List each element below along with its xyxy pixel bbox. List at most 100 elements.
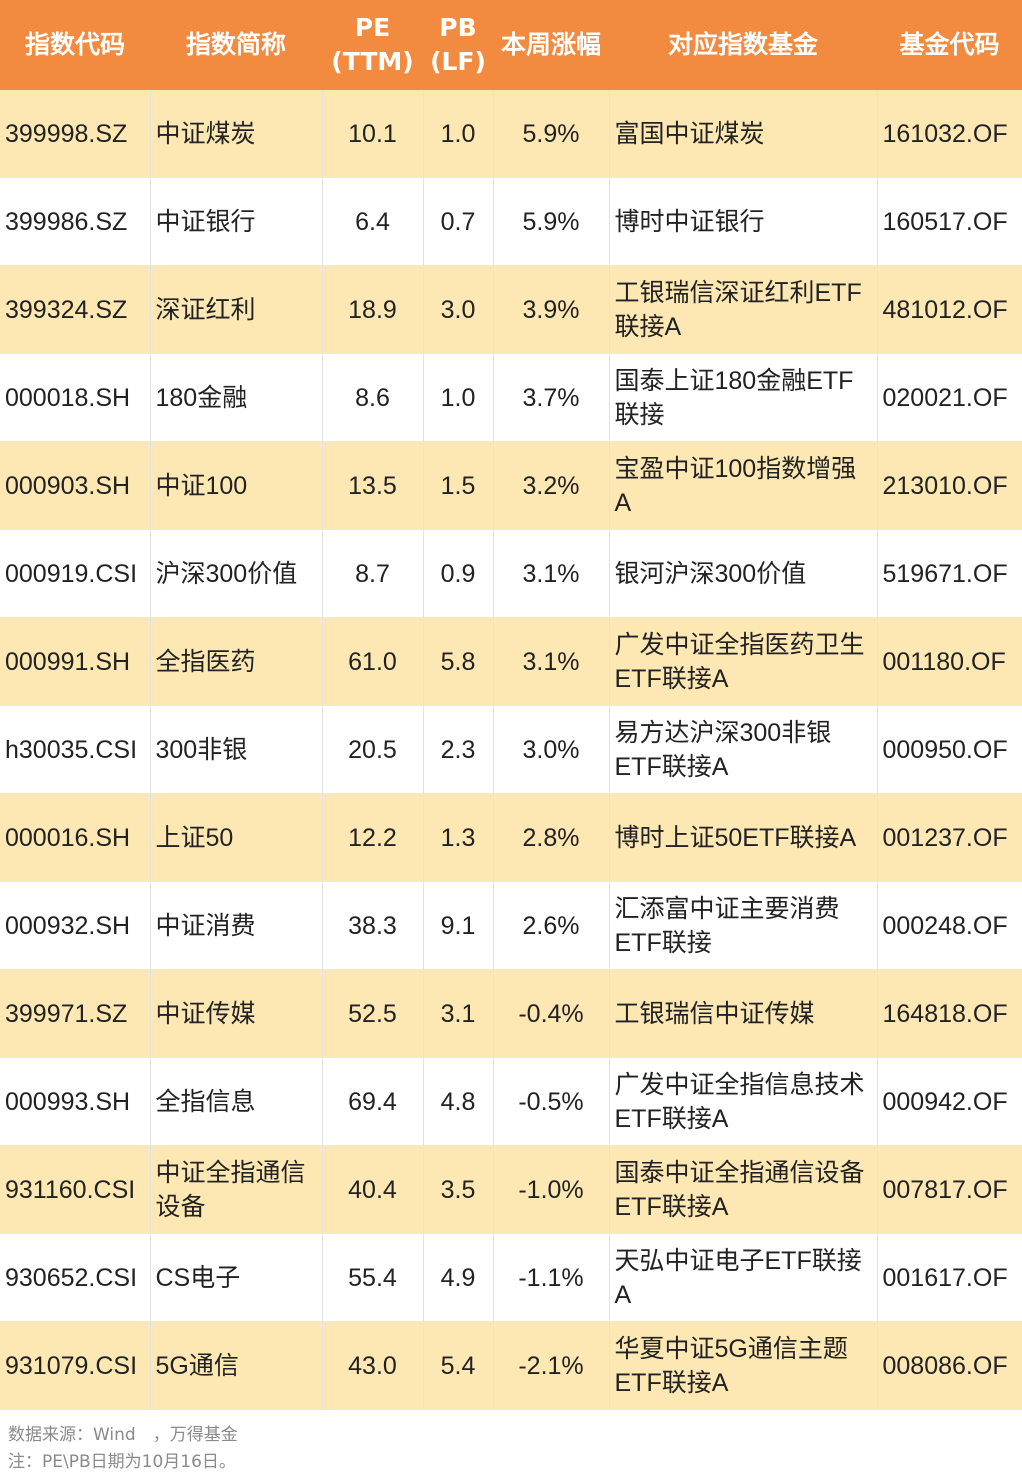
pb-cell: 5.4 [423,1321,494,1410]
pe-cell: 55.4 [322,1233,424,1322]
index-code-cell: 000932.SH [0,881,151,970]
index-code-cell: 399986.SZ [0,177,151,266]
table-header-row: 指数代码 指数简称 PE (TTM) PB (LF) 本周涨幅 对应指数基金 基… [0,0,1022,90]
table-row: 000919.CSI 沪深300价值 8.7 0.9 3.1% 银河沪深300价值 5196… [0,529,1022,618]
pb-cell: 0.9 [423,529,494,618]
fund-code-cell: 213010.OF [877,441,1022,530]
fund-code-cell: 000942.OF [877,1057,1022,1146]
pb-cell: 2.3 [423,705,494,794]
pb-cell: 1.5 [423,441,494,530]
index-name-cell: 中证消费 [150,881,323,970]
fund-name-cell: 广发中证全指信息技术ETF联接A [609,1057,878,1146]
fund-name-cell: 国泰上证180金融ETF联接 [609,353,878,442]
pb-cell: 3.0 [423,265,494,354]
index-name-cell: 中证煤炭 [150,90,323,178]
fund-code-cell: 001617.OF [877,1233,1022,1322]
fund-name-cell: 广发中证全指医药卫生ETF联接A [609,617,878,706]
weekly-change-cell: -1.0% [493,1145,610,1234]
index-name-cell: 上证50 [150,793,323,882]
pb-cell: 4.8 [423,1057,494,1146]
index-code-cell: 000018.SH [0,353,151,442]
fund-code-cell: 008086.OF [877,1321,1022,1410]
fund-code-cell: 000248.OF [877,881,1022,970]
pb-cell: 4.9 [423,1233,494,1322]
fund-name-cell: 易方达沪深300非银ETF联接A [609,705,878,794]
table-row: 931160.CSI 中证全指通信设备 40.4 3.5 -1.0% 国泰中证全指通信设备… [0,1145,1022,1234]
pb-cell: 5.8 [423,617,494,706]
fund-name-cell: 银河沪深300价值 [609,529,878,618]
index-code-cell: 000993.SH [0,1057,151,1146]
header-weekly-change: 本周涨幅 [493,0,609,90]
pe-cell: 43.0 [322,1321,424,1410]
index-name-cell: 300非银 [150,705,323,794]
fund-name-cell: 国泰中证全指通信设备ETF联接A [609,1145,878,1234]
pe-cell: 6.4 [322,177,424,266]
index-name-cell: 中证银行 [150,177,323,266]
header-index-code: 指数代码 [0,0,150,90]
header-fund-code: 基金代码 [877,0,1022,90]
date-note: 注：PE\PB日期为10月16日。 [8,1452,236,1472]
pe-cell: 12.2 [322,793,424,882]
index-name-cell: 180金融 [150,353,323,442]
fund-code-cell: 481012.OF [877,265,1022,354]
weekly-change-cell: -2.1% [493,1321,610,1410]
table-row: 399998.SZ 中证煤炭 10.1 1.0 5.9% 富国中证煤炭 161032.OF [0,90,1022,178]
table-row: h30035.CSI 300非银 20.5 2.3 3.0% 易方达沪深300非银ETF联… [0,705,1022,794]
pe-cell: 38.3 [322,881,424,970]
index-name-cell: CS电子 [150,1233,323,1322]
table-body: 399998.SZ 中证煤炭 10.1 1.0 5.9% 富国中证煤炭 161032.OF 3… [0,90,1022,1410]
weekly-change-cell: 5.9% [493,177,610,266]
pe-cell: 8.6 [322,353,424,442]
header-fund-name: 对应指数基金 [609,0,877,90]
pb-cell: 0.7 [423,177,494,266]
fund-name-cell: 华夏中证5G通信主题ETF联接A [609,1321,878,1410]
fund-code-cell: 001180.OF [877,617,1022,706]
fund-name-cell: 工银瑞信中证传媒 [609,969,878,1058]
fund-code-cell: 001237.OF [877,793,1022,882]
weekly-change-cell: -0.4% [493,969,610,1058]
index-name-cell: 5G通信 [150,1321,323,1410]
pe-cell: 13.5 [322,441,424,530]
table-row: 399971.SZ 中证传媒 52.5 3.1 -0.4% 工银瑞信中证传媒 164818.… [0,969,1022,1058]
data-source-note: 数据来源：Wind ，万得基金 [8,1425,238,1445]
index-code-cell: 399998.SZ [0,90,151,178]
index-code-cell: 000991.SH [0,617,151,706]
index-code-cell: 000903.SH [0,441,151,530]
index-code-cell: 000919.CSI [0,529,151,618]
index-code-cell: 931079.CSI [0,1321,151,1410]
index-name-cell: 中证100 [150,441,323,530]
pb-cell: 1.3 [423,793,494,882]
fund-name-cell: 宝盈中证100指数增强A [609,441,878,530]
table-row: 931079.CSI 5G通信 43.0 5.4 -2.1% 华夏中证5G通信主题ETF联… [0,1321,1022,1410]
index-name-cell: 全指医药 [150,617,323,706]
weekly-change-cell: 2.8% [493,793,610,882]
fund-name-cell: 博时上证50ETF联接A [609,793,878,882]
weekly-change-cell: -1.1% [493,1233,610,1322]
fund-name-cell: 天弘中证电子ETF联接A [609,1233,878,1322]
pe-cell: 40.4 [322,1145,424,1234]
footer: 数据来源：Wind ，万得基金 注：PE\PB日期为10月16日。 [0,1410,1022,1476]
fund-code-cell: 007817.OF [877,1145,1022,1234]
table-row: 000018.SH 180金融 8.6 1.0 3.7% 国泰上证180金融ETF联接 02… [0,353,1022,442]
fund-code-cell: 164818.OF [877,969,1022,1058]
fund-code-cell: 161032.OF [877,90,1022,178]
table-row: 000932.SH 中证消费 38.3 9.1 2.6% 汇添富中证主要消费ETF联接 00… [0,881,1022,970]
pe-cell: 69.4 [322,1057,424,1146]
index-code-cell: h30035.CSI [0,705,151,794]
weekly-change-cell: 3.7% [493,353,610,442]
pb-cell: 3.5 [423,1145,494,1234]
pb-cell: 3.1 [423,969,494,1058]
weekly-change-cell: 5.9% [493,90,610,178]
table-row: 399986.SZ 中证银行 6.4 0.7 5.9% 博时中证银行 160517.OF [0,177,1022,266]
weekly-change-cell: 3.0% [493,705,610,794]
header-pe-text: PE (TTM) [331,13,414,76]
fund-code-cell: 000950.OF [877,705,1022,794]
weekly-change-cell: 3.9% [493,265,610,354]
pe-cell: 61.0 [322,617,424,706]
fund-name-cell: 博时中证银行 [609,177,878,266]
index-code-cell: 931160.CSI [0,1145,151,1234]
fund-code-cell: 519671.OF [877,529,1022,618]
index-name-cell: 中证全指通信设备 [150,1145,323,1234]
fund-name-cell: 工银瑞信深证红利ETF联接A [609,265,878,354]
pb-cell: 1.0 [423,90,494,178]
